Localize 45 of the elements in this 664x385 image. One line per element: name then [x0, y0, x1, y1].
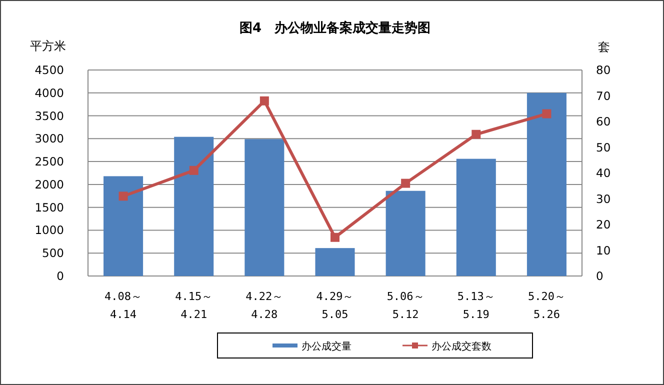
y2-tick-label: 50 — [596, 140, 611, 154]
bar — [104, 176, 144, 276]
x-tick-label: 4.08～ 4.14 — [104, 290, 142, 321]
bar — [386, 190, 426, 276]
y2-tick-label: 60 — [596, 114, 611, 128]
y-tick-label: 4500 — [34, 63, 64, 77]
y2-tick-label: 0 — [596, 269, 604, 283]
y2-tick-label: 80 — [596, 63, 611, 77]
y-tick-label: 3500 — [34, 108, 64, 123]
legend-label: 办公成交量 — [302, 340, 352, 352]
bar — [456, 158, 496, 276]
y2-tick-label: 40 — [596, 166, 611, 180]
legend-label: 办公成交套数 — [432, 340, 492, 352]
bar — [526, 92, 566, 276]
point — [472, 130, 481, 139]
point — [330, 232, 340, 242]
bar — [315, 248, 355, 276]
point — [118, 192, 128, 201]
x-tick-label: 4.22～ 4.28 — [246, 290, 284, 321]
y2-tick-label: 10 — [596, 243, 611, 258]
y-tick-label: 500 — [42, 246, 64, 260]
x-tick-label: 4.29～ 5.05 — [316, 290, 354, 321]
y-axis-title: 平方米 — [30, 39, 66, 53]
x-tick-label: 4.15～ 4.21 — [175, 290, 213, 321]
x-tick-label: 5.06～ 5.12 — [386, 290, 424, 321]
point — [401, 178, 410, 188]
point — [542, 109, 552, 118]
x-tick-label: 5.20～ 5.26 — [528, 290, 566, 321]
y2-tick-label: 20 — [596, 218, 611, 232]
y-tick-label: 4000 — [34, 86, 64, 100]
y-tick-label: 3000 — [34, 132, 64, 146]
bar — [174, 136, 214, 276]
y-tick-label: 2000 — [34, 177, 64, 192]
y2-axis-title: 套 — [598, 40, 610, 54]
x-tick-label: 5.13～ 5.19 — [457, 290, 495, 321]
y-tick-label: 0 — [56, 269, 64, 283]
y-tick-label: 1000 — [34, 223, 64, 238]
y2-tick-label: 70 — [596, 88, 611, 103]
y-tick-label: 2500 — [34, 154, 64, 169]
y-tick-label: 1500 — [34, 200, 64, 214]
chart-title: 图4 办公物业备案成交量走势图 — [239, 20, 431, 36]
point — [260, 96, 269, 106]
y2-tick-label: 30 — [596, 192, 611, 206]
bar — [244, 139, 284, 276]
point — [189, 166, 198, 175]
